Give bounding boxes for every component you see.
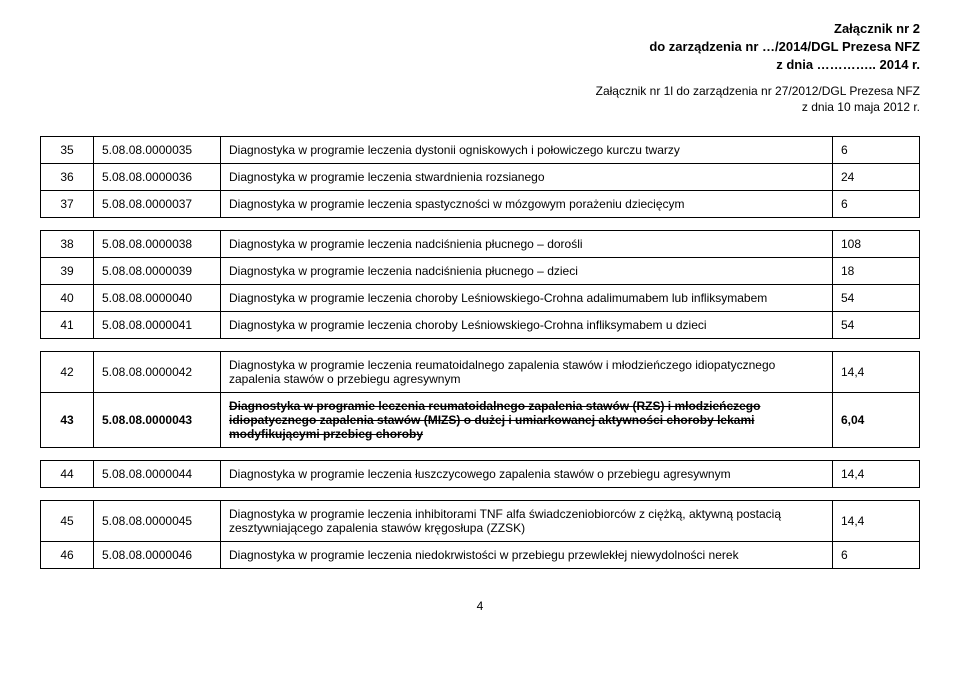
cell-val: 6 [833, 191, 920, 218]
cell-code: 5.08.08.0000042 [94, 352, 221, 393]
cell-no: 36 [41, 164, 94, 191]
cell-val: 24 [833, 164, 920, 191]
cell-no: 37 [41, 191, 94, 218]
cell-desc: Diagnostyka w programie leczenia reumato… [221, 352, 833, 393]
cell-desc: Diagnostyka w programie leczenia stwardn… [221, 164, 833, 191]
cell-desc: Diagnostyka w programie leczenia niedokr… [221, 542, 833, 569]
cell-code: 5.08.08.0000045 [94, 501, 221, 542]
cell-desc: Diagnostyka w programie leczenia spastyc… [221, 191, 833, 218]
table-block-1: 35 5.08.08.0000035 Diagnostyka w program… [40, 136, 920, 218]
cell-code: 5.08.08.0000040 [94, 285, 221, 312]
cell-val: 14,4 [833, 352, 920, 393]
table-row: 42 5.08.08.0000042 Diagnostyka w program… [41, 352, 920, 393]
cell-code: 5.08.08.0000039 [94, 258, 221, 285]
cell-code: 5.08.08.0000035 [94, 137, 221, 164]
header-block: Załącznik nr 2 do zarządzenia nr …/2014/… [40, 20, 920, 75]
cell-desc: Diagnostyka w programie leczenia inhibit… [221, 501, 833, 542]
cell-desc: Diagnostyka w programie leczenia nadciśn… [221, 231, 833, 258]
header-line-1: Załącznik nr 2 [40, 20, 920, 38]
cell-val: 6 [833, 137, 920, 164]
table-row: 44 5.08.08.0000044 Diagnostyka w program… [41, 461, 920, 488]
cell-no: 42 [41, 352, 94, 393]
cell-desc: Diagnostyka w programie leczenia łuszczy… [221, 461, 833, 488]
cell-desc: Diagnostyka w programie leczenia nadciśn… [221, 258, 833, 285]
table-row: 35 5.08.08.0000035 Diagnostyka w program… [41, 137, 920, 164]
table-row: 43 5.08.08.0000043 Diagnostyka w program… [41, 393, 920, 448]
cell-desc: Diagnostyka w programie leczenia choroby… [221, 312, 833, 339]
cell-val: 18 [833, 258, 920, 285]
cell-code: 5.08.08.0000046 [94, 542, 221, 569]
cell-val: 6 [833, 542, 920, 569]
cell-no: 38 [41, 231, 94, 258]
subheader-line-2: z dnia 10 maja 2012 r. [40, 99, 920, 116]
header-line-2: do zarządzenia nr …/2014/DGL Prezesa NFZ [40, 38, 920, 56]
subheader-block: Załącznik nr 1l do zarządzenia nr 27/201… [40, 83, 920, 117]
header-line-3: z dnia ………….. 2014 r. [40, 56, 920, 74]
cell-no: 46 [41, 542, 94, 569]
cell-no: 43 [41, 393, 94, 448]
table-row: 36 5.08.08.0000036 Diagnostyka w program… [41, 164, 920, 191]
cell-val: 54 [833, 285, 920, 312]
cell-val: 14,4 [833, 501, 920, 542]
table-block-4: 44 5.08.08.0000044 Diagnostyka w program… [40, 460, 920, 488]
cell-val: 54 [833, 312, 920, 339]
cell-code: 5.08.08.0000044 [94, 461, 221, 488]
cell-no: 35 [41, 137, 94, 164]
cell-no: 39 [41, 258, 94, 285]
table-row: 37 5.08.08.0000037 Diagnostyka w program… [41, 191, 920, 218]
table-row: 45 5.08.08.0000045 Diagnostyka w program… [41, 501, 920, 542]
cell-code: 5.08.08.0000041 [94, 312, 221, 339]
table-block-2: 38 5.08.08.0000038 Diagnostyka w program… [40, 230, 920, 339]
cell-code: 5.08.08.0000037 [94, 191, 221, 218]
table-block-3: 42 5.08.08.0000042 Diagnostyka w program… [40, 351, 920, 448]
cell-desc: Diagnostyka w programie leczenia dystoni… [221, 137, 833, 164]
cell-no: 41 [41, 312, 94, 339]
cell-val: 14,4 [833, 461, 920, 488]
table-row: 38 5.08.08.0000038 Diagnostyka w program… [41, 231, 920, 258]
cell-code: 5.08.08.0000038 [94, 231, 221, 258]
table-row: 46 5.08.08.0000046 Diagnostyka w program… [41, 542, 920, 569]
subheader-line-1: Załącznik nr 1l do zarządzenia nr 27/201… [40, 83, 920, 100]
page-number: 4 [40, 599, 920, 613]
cell-no: 40 [41, 285, 94, 312]
cell-val: 6,04 [833, 393, 920, 448]
cell-no: 45 [41, 501, 94, 542]
table-block-5: 45 5.08.08.0000045 Diagnostyka w program… [40, 500, 920, 569]
cell-val: 108 [833, 231, 920, 258]
cell-no: 44 [41, 461, 94, 488]
table-row: 40 5.08.08.0000040 Diagnostyka w program… [41, 285, 920, 312]
cell-desc: Diagnostyka w programie leczenia choroby… [221, 285, 833, 312]
cell-desc: Diagnostyka w programie leczenia reumato… [221, 393, 833, 448]
cell-code: 5.08.08.0000036 [94, 164, 221, 191]
table-row: 41 5.08.08.0000041 Diagnostyka w program… [41, 312, 920, 339]
table-row: 39 5.08.08.0000039 Diagnostyka w program… [41, 258, 920, 285]
cell-code: 5.08.08.0000043 [94, 393, 221, 448]
